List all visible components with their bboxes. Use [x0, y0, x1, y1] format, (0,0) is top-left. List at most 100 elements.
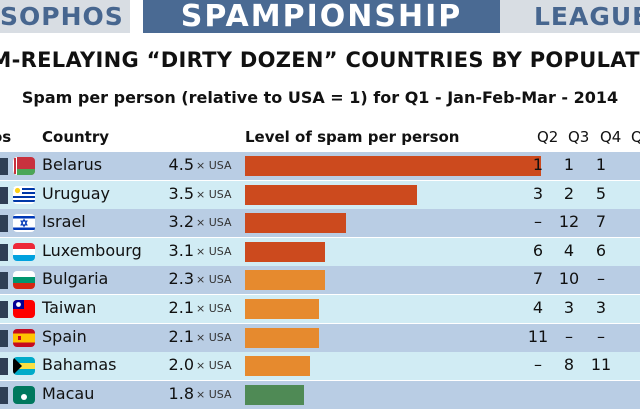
table-row: Spain 2.1 × USA 11– – [0, 323, 640, 352]
belarus-flag-icon [13, 157, 35, 175]
rank-q3: 10 [558, 269, 580, 289]
country-label: Bulgaria [42, 269, 109, 289]
table-row: Luxembourg 3.1 × USA 6 4 6 [0, 237, 640, 266]
rank-q2: – [534, 212, 542, 232]
rank-q4: 1 [595, 155, 607, 174]
unit-label: × USA [196, 216, 232, 230]
rank-q2: 3 [532, 183, 544, 203]
table-row: Taiwan 2.1 × USA 4 3 3 [0, 295, 640, 323]
rank-marker [0, 358, 8, 376]
macau-flag-icon [13, 385, 35, 404]
bar [245, 213, 346, 234]
bulgaria-flag-icon [13, 271, 35, 290]
header-q-cut: Q [631, 128, 640, 146]
value-label: 2.1 [168, 326, 194, 346]
header-country: Country [42, 128, 110, 146]
bar [245, 156, 541, 176]
banner-right-label: LEAGUE [500, 0, 640, 33]
value-label: 1.8 [168, 383, 194, 403]
value-label: 4.5 [168, 155, 194, 174]
value-label: 3.5 [168, 183, 194, 203]
rank-q3: 3 [563, 298, 575, 317]
value-label: 2.0 [168, 355, 194, 375]
taiwan-flag-icon [13, 300, 35, 318]
rank-q3: 1 [563, 155, 575, 174]
banner-title: SPAMPIONSHIP [143, 0, 500, 33]
bar [245, 299, 319, 319]
country-label: Israel [42, 212, 86, 232]
rank-q4: 11 [590, 355, 612, 375]
banner-left-label: SOPHOS [0, 0, 130, 33]
bar [245, 327, 319, 348]
country-label: Macau [42, 383, 95, 403]
rank-q3: 4 [563, 240, 575, 260]
country-label: Luxembourg [42, 240, 142, 260]
rank-q4: 5 [595, 183, 607, 203]
bar [245, 384, 304, 405]
country-label: Spain [42, 326, 87, 346]
unit-label: × USA [196, 187, 232, 201]
unit-label: × USA [196, 302, 232, 315]
header-q4: Q4 [600, 128, 622, 146]
unit-label: × USA [196, 159, 232, 172]
value-label: 3.2 [168, 212, 194, 232]
rank-marker [0, 215, 8, 233]
header-level: Level of spam per person [245, 128, 460, 146]
table-row: Macau 1.8 × USA [0, 380, 640, 409]
rank-q2: – [534, 355, 542, 375]
header-q3: Q3 [568, 128, 590, 146]
bar [245, 241, 325, 262]
rank-q4: – [597, 326, 605, 346]
luxembourg-flag-icon [13, 242, 35, 261]
rank-q2: 1 [532, 155, 544, 174]
country-label: Bahamas [42, 355, 117, 375]
rank-q3: 12 [558, 212, 580, 232]
rank-q4: 7 [595, 212, 607, 232]
bar [245, 270, 325, 291]
rank-marker [0, 329, 8, 347]
chart-title: AM-RELAYING “DIRTY DOZEN” COUNTRIES BY P… [0, 48, 640, 72]
country-label: Uruguay [42, 183, 110, 203]
country-label: Belarus [42, 155, 103, 174]
uruguay-flag-icon [13, 185, 35, 204]
bar [245, 184, 417, 205]
rank-q3: 2 [563, 183, 575, 203]
rank-marker [0, 301, 8, 318]
israel-flag-icon [13, 214, 35, 233]
unit-label: × USA [196, 387, 232, 401]
header-position: os [0, 128, 12, 146]
spain-flag-icon [13, 328, 35, 347]
bahamas-flag-icon [13, 357, 35, 376]
table-row: Bahamas 2.0 × USA – 8 11 [0, 352, 640, 381]
rank-q2: 4 [532, 298, 544, 317]
rank-q4: 3 [595, 298, 607, 317]
value-label: 3.1 [168, 240, 194, 260]
rank-q2: 11 [527, 326, 549, 346]
rank-q2: 6 [532, 240, 544, 260]
table-row: Bulgaria 2.3 × USA 7 10– [0, 266, 640, 295]
chart-subtitle: Spam per person (relative to USA = 1) fo… [21, 88, 619, 107]
rank-marker [0, 272, 8, 290]
header-q2: Q2 [537, 128, 559, 146]
value-label: 2.3 [168, 269, 194, 289]
unit-label: × USA [196, 330, 232, 344]
rank-q2: 7 [532, 269, 544, 289]
bar [245, 356, 310, 377]
table-row: Uruguay 3.5 × USA 3 2 5 [0, 180, 640, 209]
rank-marker [0, 386, 8, 404]
banner: SOPHOS SPAMPIONSHIP LEAGUE [0, 0, 640, 40]
rank-q4: 6 [595, 240, 607, 260]
rank-q3: – [565, 326, 573, 346]
unit-label: × USA [196, 244, 232, 258]
table-row: Israel 3.2 × USA –12 7 [0, 209, 640, 238]
rank-marker [0, 186, 8, 204]
rank-q4: – [597, 269, 605, 289]
country-label: Taiwan [42, 298, 97, 317]
rank-marker [0, 243, 8, 261]
rank-marker [0, 158, 8, 175]
rank-q3: 8 [563, 355, 575, 375]
table-row: Belarus 4.5 × USA 1 1 1 [0, 152, 640, 180]
value-label: 2.1 [168, 298, 194, 317]
unit-label: × USA [196, 359, 232, 373]
unit-label: × USA [196, 273, 232, 287]
